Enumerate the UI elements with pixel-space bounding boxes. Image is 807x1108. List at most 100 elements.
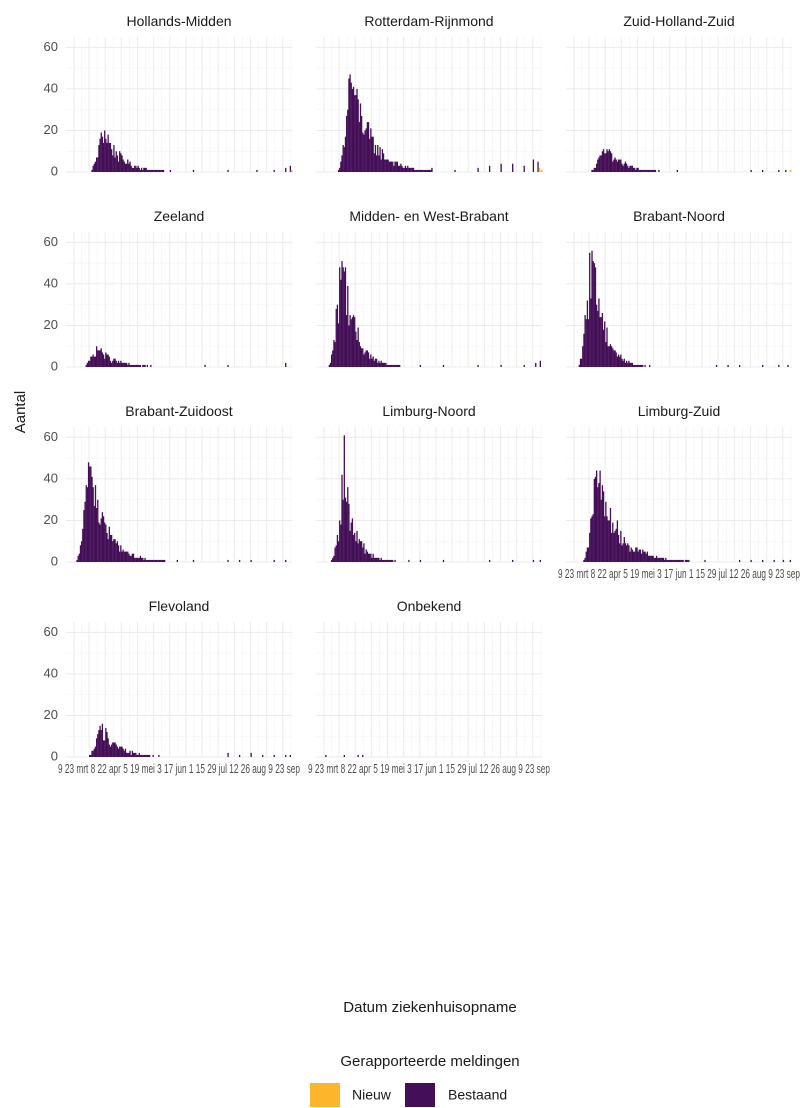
bar-bestaand xyxy=(676,559,678,562)
bar-bestaand xyxy=(382,153,385,172)
bar-bestaand xyxy=(612,522,614,562)
bar-bestaand xyxy=(145,559,147,562)
bar-bestaand xyxy=(419,559,422,562)
bar-bestaand xyxy=(619,356,621,367)
bar-bestaand xyxy=(416,169,418,172)
bar-bestaand xyxy=(114,157,116,172)
bar-bestaand xyxy=(120,360,122,367)
bar-bestaand xyxy=(389,364,392,367)
bar-bestaand xyxy=(401,165,403,172)
bar-bestaand xyxy=(348,325,350,367)
bar-bestaand xyxy=(622,543,624,562)
bar-bestaand xyxy=(345,501,348,562)
bar-bestaand xyxy=(386,159,388,172)
bar-bestaand xyxy=(609,151,612,172)
bar-bestaand xyxy=(158,169,160,172)
bar-bestaand xyxy=(90,754,92,757)
facet-panel-2: Zuid-Holland-Zuid xyxy=(566,13,792,173)
facet-title: Brabant-Noord xyxy=(633,208,725,224)
bar-bestaand xyxy=(329,362,332,367)
bar-bestaand xyxy=(340,279,342,367)
bar-bestaand xyxy=(365,549,367,562)
bar-bestaand xyxy=(477,364,479,367)
bar-bestaand xyxy=(347,487,349,562)
bar-bestaand xyxy=(357,327,359,367)
bar-bestaand xyxy=(688,559,690,562)
bar-bestaand xyxy=(585,319,587,367)
bar-bestaand xyxy=(607,520,609,562)
bar-bestaand xyxy=(134,165,136,172)
bar-bestaand xyxy=(143,559,145,562)
bar-bestaand xyxy=(408,167,410,172)
bar-bestaand xyxy=(90,356,92,367)
bar-bestaand xyxy=(90,466,92,562)
bar-bestaand xyxy=(360,348,363,367)
bar-bestaand xyxy=(347,109,349,172)
bar-bestaand xyxy=(333,340,335,367)
bar-bestaand xyxy=(649,169,651,172)
bar-bestaand xyxy=(392,559,394,562)
bar-bestaand xyxy=(601,151,604,172)
bar-bestaand xyxy=(628,545,630,562)
bar-bestaand xyxy=(92,354,94,367)
bar-bestaand xyxy=(97,350,99,367)
bar-bestaand xyxy=(160,169,162,172)
y-tick-label: 20 xyxy=(44,317,58,332)
bar-bestaand xyxy=(101,352,104,367)
bar-bestaand xyxy=(95,508,98,562)
bar-bestaand xyxy=(122,362,124,367)
bar-bestaand xyxy=(285,559,287,562)
bar-bestaand xyxy=(238,754,241,757)
bar-bestaand xyxy=(394,161,396,172)
bar-bestaand xyxy=(343,754,345,757)
bar-bestaand xyxy=(672,559,674,562)
bar-bestaand xyxy=(328,364,330,367)
bar-bestaand xyxy=(345,315,348,367)
bar-bestaand xyxy=(584,557,586,562)
bar-bestaand xyxy=(348,78,350,172)
bar-bestaand xyxy=(403,167,405,172)
bar-bestaand xyxy=(364,130,366,172)
bar-bestaand xyxy=(644,364,646,367)
bar-bestaand xyxy=(150,559,152,562)
bar-bestaand xyxy=(375,557,378,562)
bar-bestaand xyxy=(599,317,601,367)
bar-bestaand xyxy=(420,169,423,172)
bar-bestaand xyxy=(77,555,79,562)
bar-bestaand xyxy=(132,364,135,367)
bar-bestaand xyxy=(636,167,638,172)
bar-bestaand xyxy=(373,557,375,562)
bar-bestaand xyxy=(110,535,113,562)
bar-bestaand xyxy=(139,364,142,367)
bar-bestaand xyxy=(137,557,139,562)
bar-bestaand xyxy=(105,524,107,562)
bar-bestaand xyxy=(602,491,605,562)
bar-bestaand xyxy=(80,541,83,562)
bar-bestaand xyxy=(652,555,654,562)
bar-bestaand xyxy=(604,321,606,367)
y-tick-label: 0 xyxy=(51,553,58,568)
bar-bestaand xyxy=(789,559,791,562)
bar-bestaand xyxy=(607,346,609,367)
bar-bestaand xyxy=(125,362,128,367)
bar-bestaand xyxy=(107,539,109,562)
bar-bestaand xyxy=(362,547,364,562)
bar-bestaand xyxy=(330,354,333,367)
bar-bestaand xyxy=(100,132,102,172)
bar-bestaand xyxy=(653,169,655,172)
bar-bestaand xyxy=(680,559,682,562)
bar-bestaand xyxy=(130,555,132,562)
facet-title: Brabant-Zuidoost xyxy=(125,403,233,419)
bar-bestaand xyxy=(591,169,593,172)
bar-bestaand xyxy=(360,541,363,562)
y-tick-label: 40 xyxy=(44,665,58,680)
bar-bestaand xyxy=(586,300,589,367)
bar-bestaand xyxy=(106,354,108,367)
facet-panel-5: Brabant-Noord xyxy=(566,208,792,368)
bar-bestaand xyxy=(594,267,597,367)
bar-bestaand xyxy=(613,532,615,562)
bar-bestaand xyxy=(93,356,95,367)
bar-bestaand xyxy=(677,559,680,562)
bar-bestaand xyxy=(98,350,100,367)
